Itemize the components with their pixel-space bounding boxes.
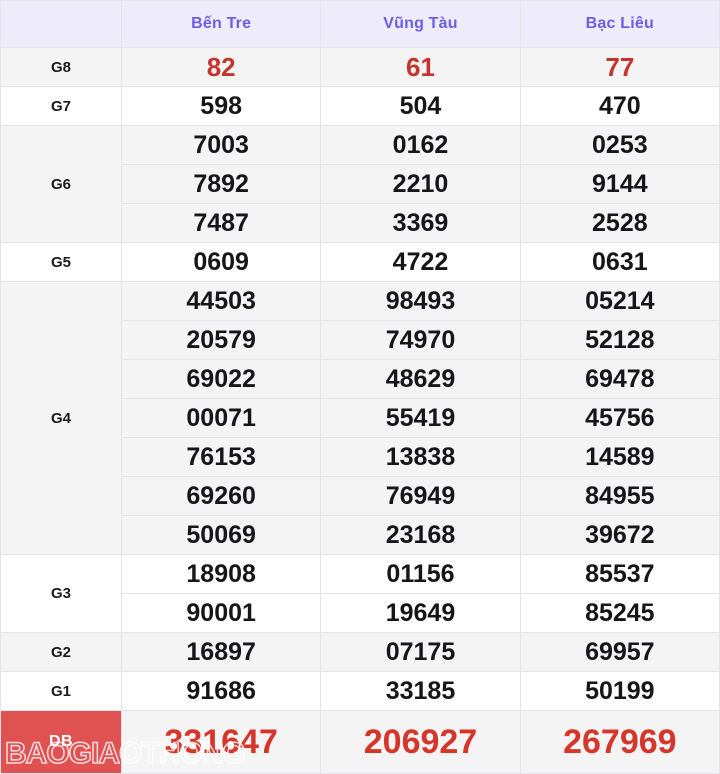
special-prize-value: 267969 <box>519 710 720 774</box>
prize-value-cell: 598 <box>120 86 322 126</box>
table-row: G3 18908 01156 85537 <box>0 554 720 633</box>
prize-value-cell: 23168 <box>320 515 521 555</box>
special-prize-value: 331647 <box>120 710 322 774</box>
prize-value-cell: 69478 <box>519 359 720 399</box>
table-row: 20579 74970 52128 <box>1 320 720 360</box>
prize-label-g6: G6 <box>0 125 122 243</box>
prize-value-cell: 07175 <box>320 632 521 672</box>
prize-label-g1: G1 <box>0 671 122 711</box>
column-header-1: Vũng Tàu <box>320 0 521 48</box>
prize-value-cell: 39672 <box>519 515 720 555</box>
table-header: Bến Tre Vũng Tàu Bạc Liêu <box>0 0 720 48</box>
prize-value-cell: 98493 <box>320 281 521 321</box>
prize-value-cell: 7003 <box>120 125 322 165</box>
prize-value-cell: 0631 <box>519 242 720 282</box>
prize-value-cell: 14589 <box>519 437 720 477</box>
prize-value-cell: 470 <box>519 86 720 126</box>
prize-value-cell: 19649 <box>320 593 521 633</box>
table-body: G8 82 61 77 G7 598 504 470 G6 7003 0162 0253 7892 221… <box>0 47 720 774</box>
table-row: G8 82 61 77 <box>0 47 720 87</box>
prize-value-cell: 16897 <box>120 632 322 672</box>
table-row: G7 598 504 470 <box>0 86 720 126</box>
prize-value-cell: 0609 <box>120 242 322 282</box>
prize-label-g8: G8 <box>0 47 122 87</box>
prize-value-cell: 48629 <box>320 359 521 399</box>
prize-value-cell: 50069 <box>120 515 322 555</box>
table-row: G1 91686 33185 50199 <box>0 671 720 711</box>
prize-value-cell: 77 <box>519 47 720 87</box>
prize-value-cell: 0253 <box>519 125 720 165</box>
table-row: 76153 13838 14589 <box>1 437 720 477</box>
column-header-0: Bến Tre <box>120 0 322 48</box>
prize-label-g5: G5 <box>0 242 122 282</box>
prize-label-g4: G4 <box>0 281 122 555</box>
prize-value-cell: 50199 <box>519 671 720 711</box>
table-row: 69022 48629 69478 <box>1 359 720 399</box>
table-row: G6 7003 0162 0253 <box>0 125 720 243</box>
prize-value-cell: 4722 <box>320 242 521 282</box>
prize-value-cell: 13838 <box>320 437 521 477</box>
table-row: 90001 19649 85245 <box>1 593 720 633</box>
prize-value-cell: 74970 <box>320 320 521 360</box>
prize-value-cell: 05214 <box>519 281 720 321</box>
header-row: Bến Tre Vũng Tàu Bạc Liêu <box>0 0 720 48</box>
prize-value-cell: 01156 <box>320 554 521 594</box>
prize-value-cell: 85245 <box>519 593 720 633</box>
prize-value-cell: 9144 <box>519 164 720 204</box>
prize-value-cell: 2528 <box>519 203 720 243</box>
prize-value-cell: 55419 <box>320 398 521 438</box>
prize-value-cell: 91686 <box>120 671 322 711</box>
prize-value-cell: 84955 <box>519 476 720 516</box>
prize-value-cell: 85537 <box>519 554 720 594</box>
prize-value-cell: 61 <box>320 47 521 87</box>
column-header-2: Bạc Liêu <box>519 0 720 48</box>
prize-value-cell: 2210 <box>320 164 521 204</box>
prize-value-cell: 3369 <box>320 203 521 243</box>
special-prize-value: 206927 <box>320 710 521 774</box>
table-row: G2 16897 07175 69957 <box>0 632 720 672</box>
prize-value-cell: 44503 <box>120 281 322 321</box>
prize-value-cell: 7892 <box>120 164 322 204</box>
prize-value-cell: 69260 <box>120 476 322 516</box>
prize-label-g3: G3 <box>0 554 122 633</box>
prize-value-cell: 69957 <box>519 632 720 672</box>
prize-label-db: DBBAOGIAOTHONG <box>0 710 246 774</box>
special-prize-row: DBBAOGIAOTHONG331647206927267969 <box>0 710 720 774</box>
table-row: 69260 76949 84955 <box>1 476 720 516</box>
prize-value-cell: 52128 <box>519 320 720 360</box>
prize-value-cell: 20579 <box>120 320 322 360</box>
table-row: 7892 2210 9144 <box>1 164 720 204</box>
prize-value-cell: 18908 <box>120 554 322 594</box>
prize-value-cell: 7487 <box>120 203 322 243</box>
prize-label-g7: G7 <box>0 86 122 126</box>
prize-value-cell: 0162 <box>320 125 521 165</box>
prize-value-cell: 45756 <box>519 398 720 438</box>
table-row: 7487 3369 2528 <box>1 203 720 243</box>
prize-value-cell: 90001 <box>120 593 322 633</box>
prize-value-cell: 00071 <box>120 398 322 438</box>
db-badge-text: DB <box>48 733 74 750</box>
table-row: G4 44503 98493 05214 <box>0 281 720 555</box>
prize-value-cell: 76949 <box>320 476 521 516</box>
prize-value-cell: 69022 <box>120 359 322 399</box>
prize-value-cell: 82 <box>120 47 322 87</box>
prize-value-cell: 33185 <box>320 671 521 711</box>
prize-label-g2: G2 <box>0 632 122 672</box>
header-corner-cell <box>0 0 122 48</box>
table-row: G5 0609 4722 0631 <box>0 242 720 282</box>
prize-value-cell: 76153 <box>120 437 322 477</box>
prize-value-cell: 504 <box>320 86 521 126</box>
table-row: 50069 23168 39672 <box>1 515 720 555</box>
